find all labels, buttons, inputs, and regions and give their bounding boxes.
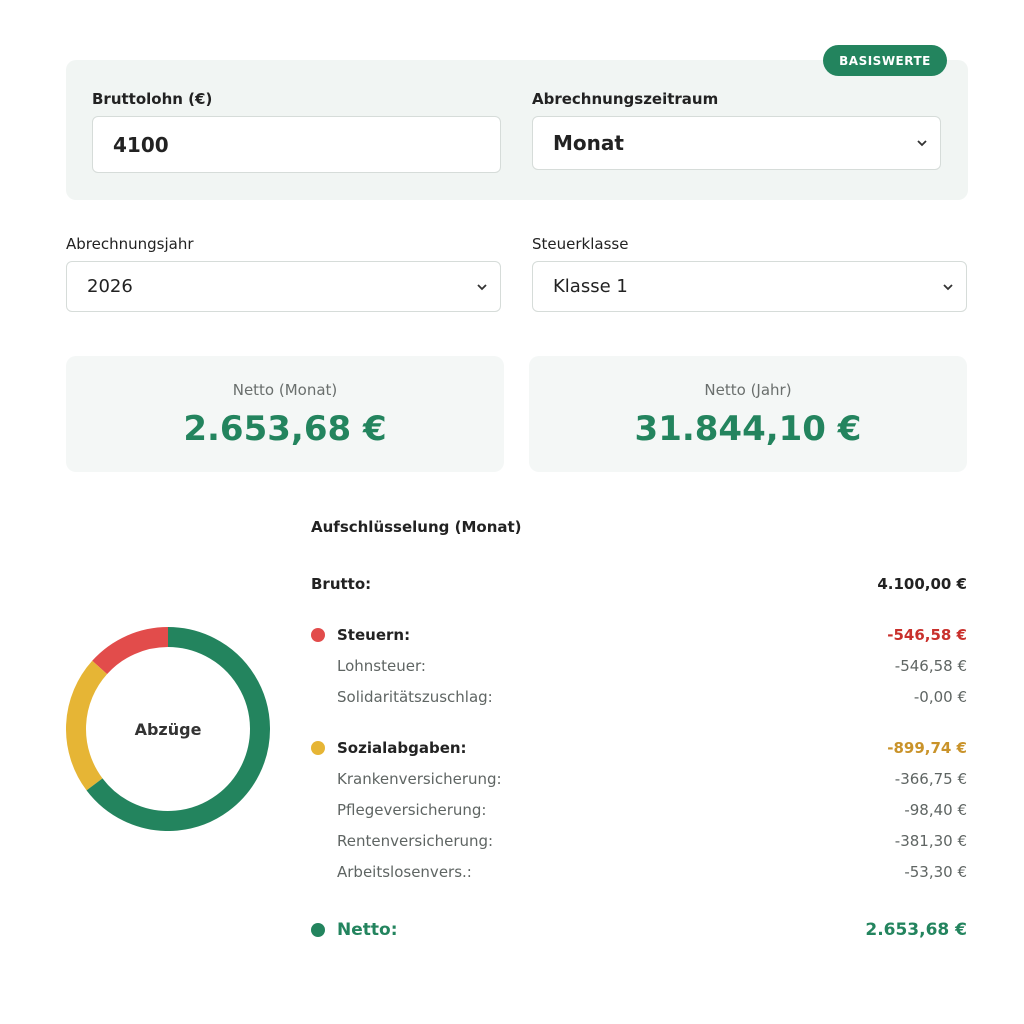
gross-input-value: 4100	[113, 132, 169, 157]
year-select[interactable]: 2026	[66, 261, 501, 312]
net-month-caption: Netto (Monat)	[232, 381, 338, 399]
steuern-value: -546,58 €	[887, 626, 967, 644]
lohnsteuer-label: Lohnsteuer:	[337, 657, 426, 675]
pv-row: Pflegeversicherung: -98,40 €	[337, 798, 967, 822]
donut-segment-sozial	[66, 660, 108, 791]
av-value: -53,30 €	[904, 863, 967, 881]
sozial-dot-icon	[311, 741, 325, 755]
period-select[interactable]: Monat	[532, 116, 941, 170]
soli-value: -0,00 €	[913, 688, 967, 706]
brutto-row: Brutto: 4.100,00 €	[311, 572, 967, 596]
pv-label: Pflegeversicherung:	[337, 801, 487, 819]
net-year-caption: Netto (Jahr)	[704, 381, 792, 399]
brutto-label: Brutto:	[311, 575, 372, 593]
year-select-value: 2026	[87, 276, 133, 297]
rv-label: Rentenversicherung:	[337, 832, 494, 850]
year-label: Abrechnungsjahr	[66, 235, 194, 253]
netto-value: 2.653,68 €	[865, 920, 967, 940]
chevron-down-icon	[477, 283, 487, 290]
steuern-dot-icon	[311, 628, 325, 642]
tax-class-select-value: Klasse 1	[553, 276, 628, 297]
breakdown-title: Aufschlüsselung (Monat)	[311, 518, 522, 536]
steuern-label: Steuern:	[337, 626, 411, 644]
net-month-card: Netto (Monat) 2.653,68 €	[66, 356, 504, 472]
sozial-value: -899,74 €	[887, 739, 967, 757]
net-year-value: 31.844,10 €	[634, 409, 862, 449]
soli-row: Solidaritätszuschlag: -0,00 €	[337, 685, 967, 709]
av-label: Arbeitslosenvers.:	[337, 863, 472, 881]
deductions-donut-chart: Abzüge	[66, 627, 270, 831]
tax-class-label: Steuerklasse	[532, 235, 629, 253]
gross-label: Bruttolohn (€)	[92, 90, 213, 108]
soli-label: Solidaritätszuschlag:	[337, 688, 493, 706]
lohnsteuer-value: -546,58 €	[894, 657, 967, 675]
period-select-value: Monat	[553, 131, 624, 155]
basiswerte-badge: BASISWERTE	[823, 45, 947, 76]
net-month-value: 2.653,68 €	[183, 409, 387, 449]
period-label: Abrechnungszeitraum	[532, 90, 719, 108]
pv-value: -98,40 €	[904, 801, 967, 819]
tax-class-select[interactable]: Klasse 1	[532, 261, 967, 312]
lohnsteuer-row: Lohnsteuer: -546,58 €	[337, 654, 967, 678]
rv-row: Rentenversicherung: -381,30 €	[337, 829, 967, 853]
netto-label: Netto:	[337, 920, 398, 940]
brutto-value: 4.100,00 €	[877, 575, 967, 593]
kv-row: Krankenversicherung: -366,75 €	[337, 767, 967, 791]
av-row: Arbeitslosenvers.: -53,30 €	[337, 860, 967, 884]
netto-dot-icon	[311, 923, 325, 937]
kv-label: Krankenversicherung:	[337, 770, 502, 788]
sozial-row: Sozialabgaben: -899,74 €	[311, 736, 967, 760]
donut-center-label: Abzüge	[135, 720, 202, 739]
chevron-down-icon	[943, 283, 953, 290]
sozial-label: Sozialabgaben:	[337, 739, 467, 757]
donut-segment-steuern	[92, 627, 169, 675]
steuern-row: Steuern: -546,58 €	[311, 623, 967, 647]
gross-input[interactable]: 4100	[92, 116, 501, 173]
donut-segment-netto	[86, 627, 270, 831]
netto-row: Netto: 2.653,68 €	[311, 918, 967, 942]
rv-value: -381,30 €	[894, 832, 967, 850]
chevron-down-icon	[917, 140, 927, 147]
net-year-card: Netto (Jahr) 31.844,10 €	[529, 356, 967, 472]
kv-value: -366,75 €	[894, 770, 967, 788]
